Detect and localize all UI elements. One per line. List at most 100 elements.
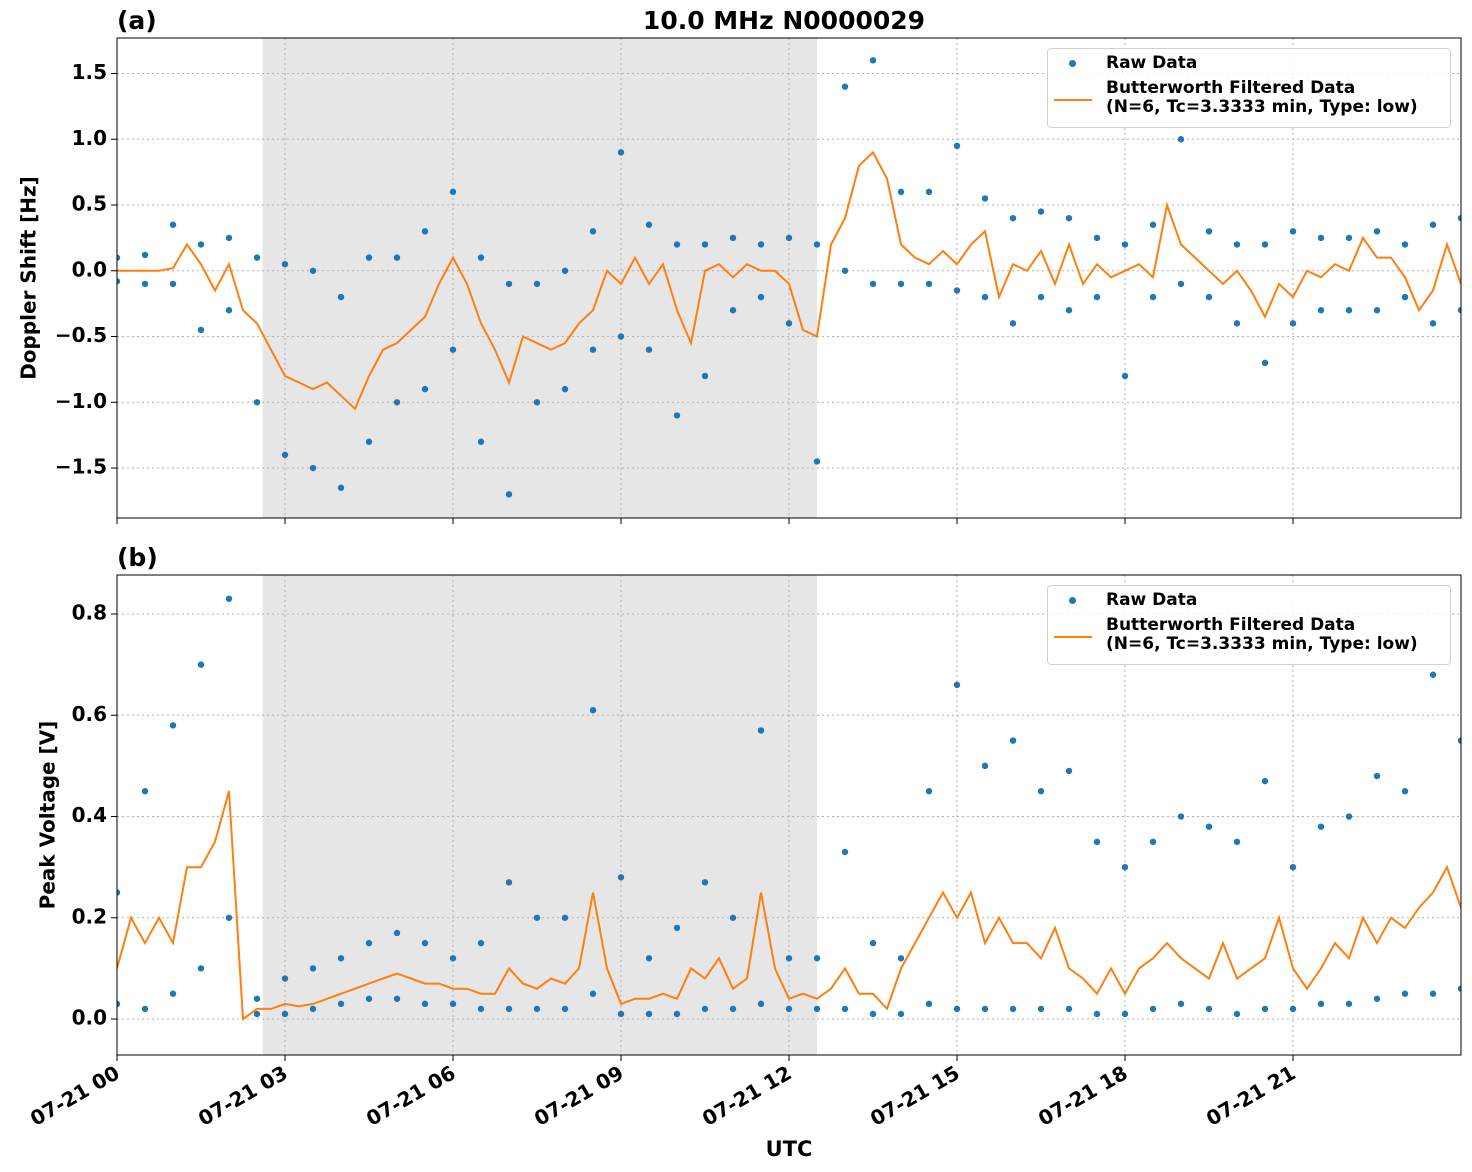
raw-point [897,188,905,196]
raw-point [281,260,289,268]
raw-point [1317,307,1325,314]
raw-point [533,399,541,406]
raw-point [729,307,737,314]
panel-label: (a) [117,6,157,35]
raw-point [701,1005,709,1013]
raw-point [1261,1005,1269,1013]
raw-point [673,412,681,419]
raw-point [841,1005,849,1013]
raw-point [1037,208,1045,215]
legend-label: Raw Data [1106,590,1198,610]
legend: Raw Data Butterworth Filtered Data (N=6, … [1047,48,1451,128]
raw-point [953,1005,961,1013]
raw-point [925,1000,933,1008]
raw-point [1373,228,1381,235]
raw-point [981,1005,989,1013]
chart-title: 10.0 MHz N0000029 [643,6,925,35]
raw-point [1289,320,1297,327]
raw-point [617,333,625,340]
raw-point [841,83,849,90]
raw-point [813,1005,821,1013]
legend-symbol [1054,99,1092,101]
raw-point [337,293,345,301]
y-tick-label: −1.5 [55,455,107,479]
raw-point [141,788,149,795]
raw-point [701,372,709,380]
raw-point [505,1005,513,1013]
y-tick-label: 1.5 [72,60,107,84]
axes-frame [116,574,1462,1056]
raw-point [477,1005,485,1013]
raw-point [729,234,737,242]
raw-point [589,706,597,714]
raw-point [1401,241,1409,248]
raw-point [1401,293,1409,301]
raw-point [1149,1005,1157,1013]
raw-point [1457,985,1461,992]
raw-point [953,142,961,150]
raw-point [1205,823,1213,830]
raw-point [117,254,121,261]
raw-point [1401,788,1409,795]
y-axis-label: Doppler Shift [Hz] [17,176,41,380]
raw-point [365,438,373,445]
raw-point [169,990,177,997]
raw-point [337,1000,345,1008]
y-tick-label: 0.6 [72,702,107,726]
raw-point [1037,1005,1045,1013]
raw-point [1121,1010,1129,1018]
raw-point [1457,214,1461,222]
raw-point [869,1010,877,1018]
raw-point [449,188,457,196]
raw-point [757,293,765,301]
raw-point [813,458,821,465]
legend-label: Butterworth Filtered Data (N=6, Tc=3.333… [1106,615,1418,654]
raw-point [141,251,149,259]
raw-point [365,995,373,1002]
shade-region [262,38,818,518]
legend-symbol [1054,636,1092,638]
raw-point [589,990,597,997]
raw-point [757,727,765,734]
raw-point [505,280,513,288]
raw-point [1177,136,1185,143]
legend-label: Raw Data [1106,53,1198,73]
raw-point [673,241,681,248]
raw-point [337,955,345,962]
raw-point [1429,320,1437,327]
y-tick-label: −1.0 [55,389,107,413]
raw-point [701,241,709,248]
raw-point [1261,359,1269,367]
raw-point [1233,241,1241,248]
raw-point [869,57,877,64]
raw-point [1345,234,1353,242]
x-tick-label: 07-21 00 [26,1061,124,1131]
raw-point [365,254,373,261]
raw-point [1093,1010,1101,1018]
y-axis-label: Peak Voltage [V] [36,721,60,910]
raw-point [869,939,877,947]
raw-point [1177,1000,1185,1008]
raw-point [953,287,961,294]
raw-point [225,914,233,921]
raw-point [841,267,849,274]
raw-point [117,1000,121,1008]
raw-point [1429,990,1437,997]
panel: −1.5 −1.0 −0.5 0.0 0.5 1.0 1.5 Doppler Shift [H… [17,37,1462,524]
panel-label: (b) [117,543,158,572]
raw-point [1009,1005,1017,1013]
raw-point [281,451,289,459]
raw-point [925,788,933,795]
raw-point [505,879,513,886]
raw-point [785,955,793,962]
raw-point [421,385,429,393]
raw-point [169,280,177,288]
raw-point [393,929,401,937]
raw-point [617,1010,625,1018]
shade-region [262,575,818,1055]
raw-point [1149,293,1157,301]
raw-point [981,762,989,770]
raw-point [1009,737,1017,744]
raw-point [1093,293,1101,301]
raw-point [393,254,401,261]
